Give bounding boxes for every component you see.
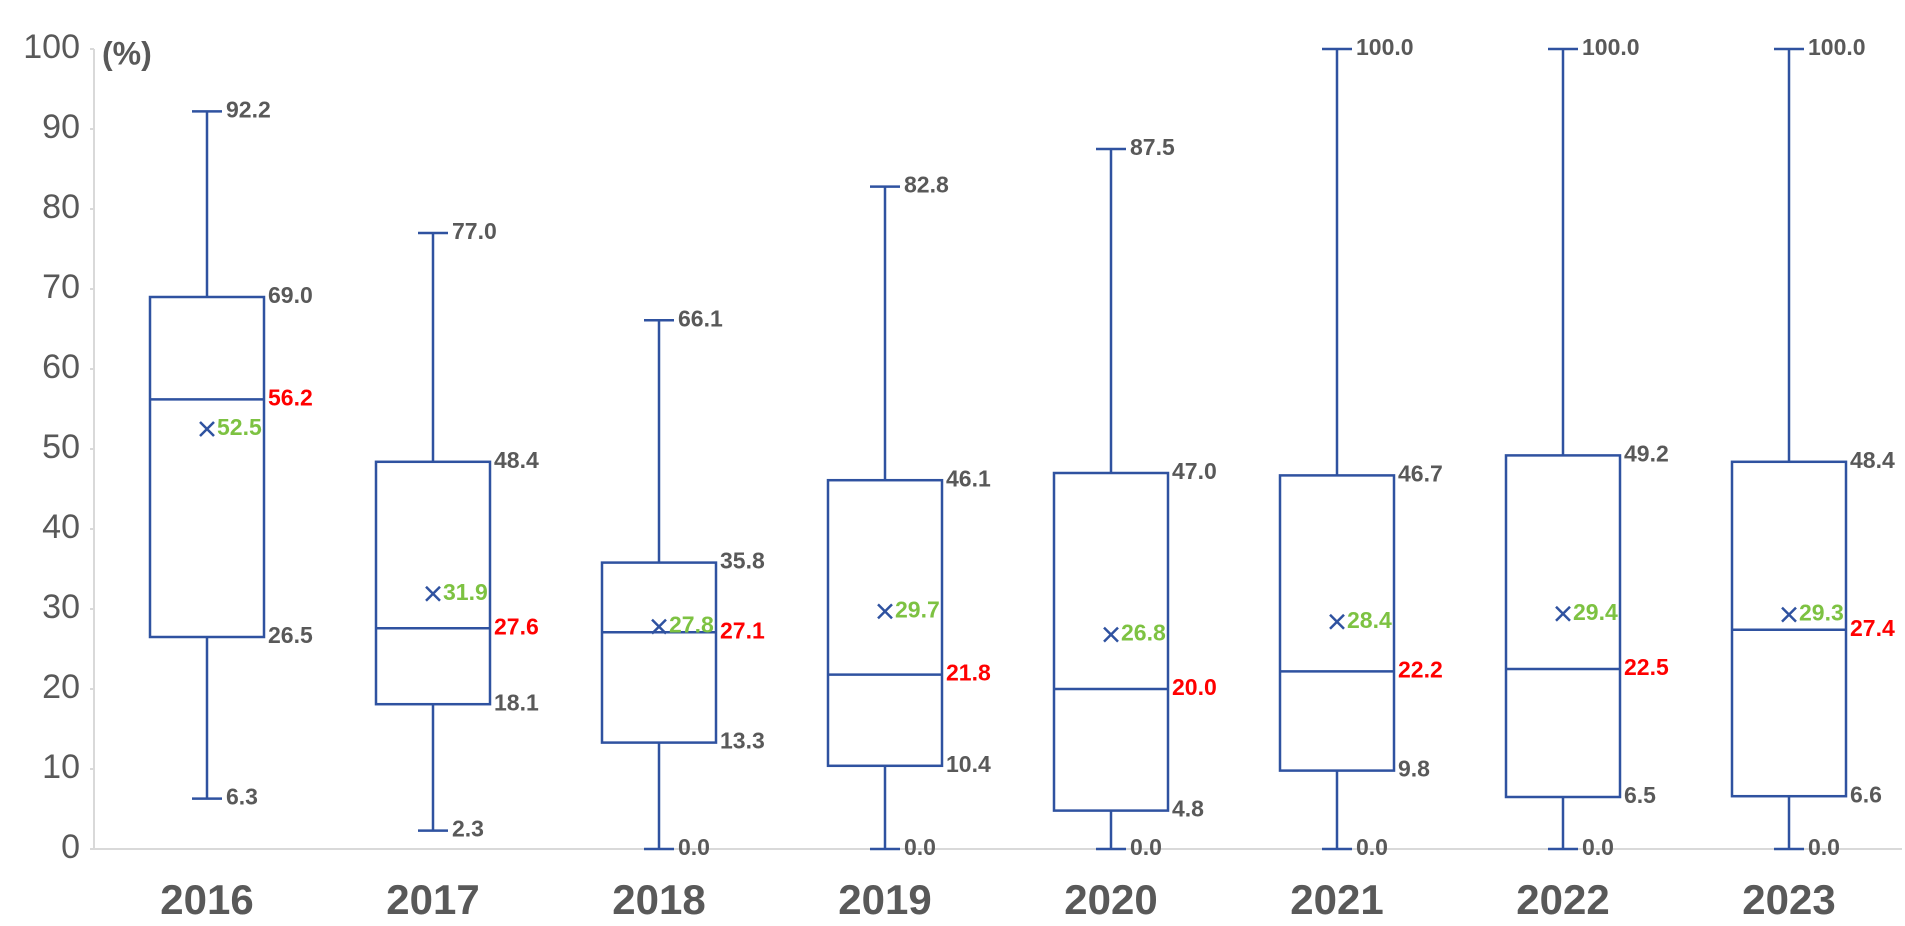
mean-label: 29.3 [1799,600,1844,626]
page: (%) 0 10 20 30 40 50 60 70 80 90 100 2016 6.3 92.2 26.… [0,0,1905,926]
q1-label: 6.6 [1850,781,1882,807]
q3-label: 47.0 [1172,458,1217,484]
max-label: 92.2 [226,96,271,122]
mean-label: 27.8 [669,612,714,638]
y-tick-label: 20 [42,668,80,706]
median-label: 27.6 [494,613,539,639]
min-label: 0.0 [1130,834,1162,860]
chart: (%) 0 10 20 30 40 50 60 70 80 90 100 2016 6.3 92.2 26.… [0,0,1905,926]
q3-label: 48.4 [1850,447,1895,473]
y-tick-label: 50 [42,428,80,466]
mean-marker [1556,607,1570,621]
median-label: 27.4 [1850,615,1895,641]
mean-marker [878,604,892,618]
max-label: 66.1 [678,305,723,331]
q3-label: 49.2 [1624,440,1669,466]
y-tick-label: 10 [42,748,80,786]
box [1506,455,1620,797]
median-label: 22.5 [1624,654,1669,680]
q1-label: 10.4 [946,751,991,777]
x-tick-label: 2018 [612,876,705,923]
y-tick-label: 80 [42,188,80,226]
mean-label: 26.8 [1121,620,1166,646]
min-label: 0.0 [904,834,936,860]
y-tick-label: 70 [42,268,80,306]
q1-label: 13.3 [720,728,765,754]
box [602,563,716,743]
x-tick-label: 2017 [386,876,479,923]
min-label: 0.0 [1356,834,1388,860]
max-label: 100.0 [1808,34,1866,60]
y-tick-label: 90 [42,108,80,146]
q1-label: 6.5 [1624,782,1656,808]
y-tick-label: 100 [23,28,80,66]
max-label: 100.0 [1582,34,1640,60]
x-tick-label: 2016 [160,876,253,923]
mean-label: 52.5 [217,414,262,440]
q3-label: 46.1 [946,465,991,491]
y-tick-label: 30 [42,588,80,626]
x-tick-label: 2019 [838,876,931,923]
x-tick-label: 2023 [1742,876,1835,923]
box [828,480,942,766]
q1-label: 26.5 [268,622,313,648]
min-label: 0.0 [678,834,710,860]
x-tick-label: 2022 [1516,876,1609,923]
mean-marker [1782,608,1796,622]
min-label: 0.0 [1808,834,1840,860]
mean-marker [1104,628,1118,642]
y-tick-label: 0 [61,828,80,866]
mean-label: 29.7 [895,596,940,622]
mean-label: 31.9 [443,579,488,605]
y-axis-label: (%) [102,35,152,71]
mean-label: 29.4 [1573,599,1618,625]
mean-label: 28.4 [1347,607,1392,633]
q3-label: 46.7 [1398,460,1443,486]
x-tick-label: 2020 [1064,876,1157,923]
mean-marker [1330,615,1344,629]
max-label: 77.0 [452,218,497,244]
x-tick-label: 2021 [1290,876,1383,923]
mean-marker [426,587,440,601]
min-label: 0.0 [1582,834,1614,860]
max-label: 100.0 [1356,34,1414,60]
min-label: 2.3 [452,816,484,842]
y-tick-label: 60 [42,348,80,386]
max-label: 87.5 [1130,134,1175,160]
median-label: 27.1 [720,617,765,643]
median-label: 56.2 [268,384,313,410]
median-label: 22.2 [1398,656,1443,682]
q3-label: 35.8 [720,548,765,574]
q1-label: 9.8 [1398,756,1430,782]
min-label: 6.3 [226,784,258,810]
median-label: 20.0 [1172,674,1217,700]
max-label: 82.8 [904,172,949,198]
q3-label: 69.0 [268,282,313,308]
q3-label: 48.4 [494,447,539,473]
box [150,297,264,637]
q1-label: 18.1 [494,689,539,715]
q1-label: 4.8 [1172,796,1204,822]
y-tick-label: 40 [42,508,80,546]
median-label: 21.8 [946,660,991,686]
mean-marker [200,422,214,436]
